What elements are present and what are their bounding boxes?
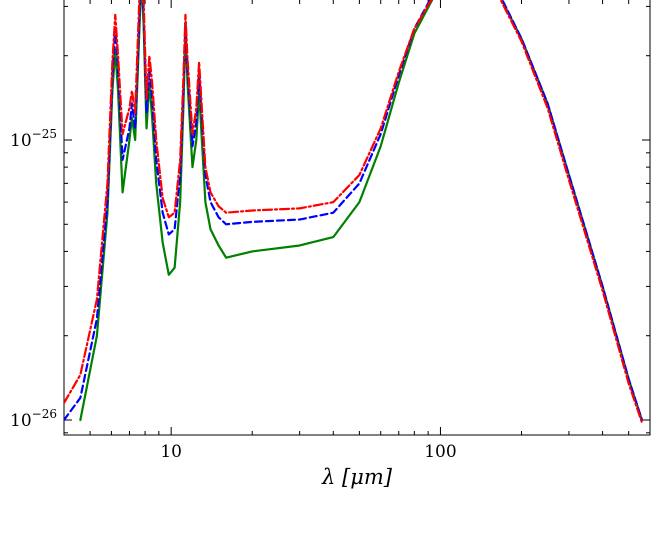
series-layer xyxy=(64,0,644,424)
y-tick-label: 10−25 xyxy=(10,127,57,151)
x-tick-label: 10 xyxy=(160,442,182,462)
x-tick-label: 100 xyxy=(424,442,456,462)
series-line-3 xyxy=(64,0,644,424)
axis-ticks xyxy=(63,0,651,435)
plot-frame xyxy=(63,0,651,436)
series-line-1 xyxy=(79,0,644,422)
y-tick-label: 10−26 xyxy=(10,407,57,431)
tick-labels: 10 100 10−25 10−26 xyxy=(10,127,457,462)
x-axis-title: λ [μm] xyxy=(321,465,393,489)
